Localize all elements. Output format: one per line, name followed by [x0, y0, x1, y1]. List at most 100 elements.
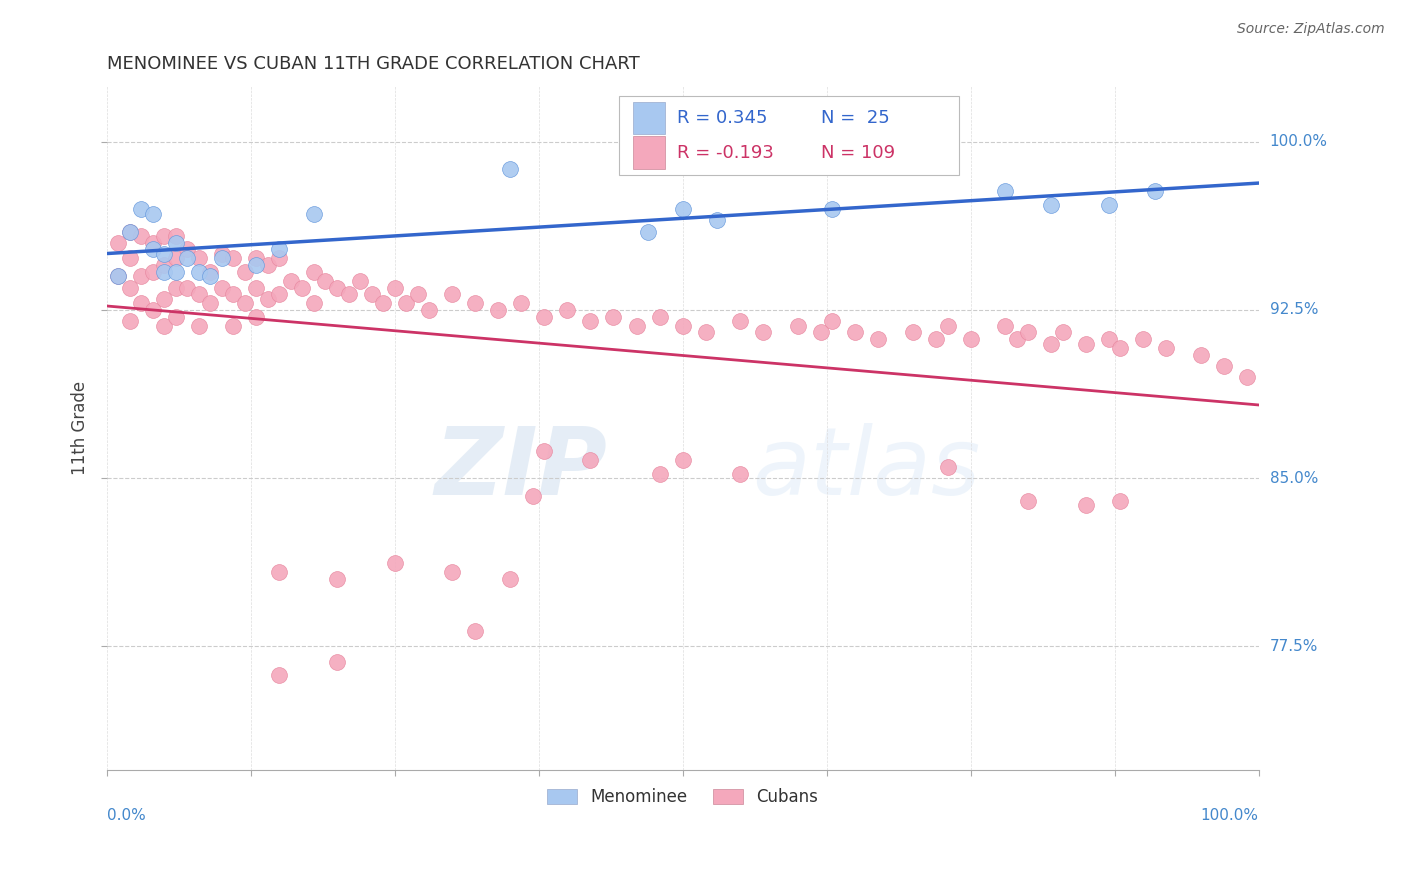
- Point: [1017, 493, 1039, 508]
- Point: [233, 296, 256, 310]
- Point: [1017, 326, 1039, 340]
- Point: [936, 459, 959, 474]
- Point: [269, 252, 291, 266]
- Point: [936, 318, 959, 333]
- Y-axis label: 11th Grade: 11th Grade: [72, 381, 89, 475]
- Point: [925, 332, 948, 346]
- Text: 0.0%: 0.0%: [107, 808, 145, 823]
- Point: [107, 235, 129, 250]
- Point: [165, 265, 187, 279]
- Point: [418, 303, 440, 318]
- Point: [464, 296, 486, 310]
- Point: [245, 258, 267, 272]
- Text: Source: ZipAtlas.com: Source: ZipAtlas.com: [1237, 22, 1385, 37]
- Point: [533, 310, 555, 324]
- Point: [486, 303, 509, 318]
- Point: [153, 229, 176, 244]
- Point: [706, 213, 728, 227]
- Point: [211, 280, 233, 294]
- Point: [200, 265, 222, 279]
- Point: [142, 243, 165, 257]
- Point: [314, 274, 336, 288]
- Text: N =  25: N = 25: [821, 109, 890, 127]
- Point: [118, 252, 141, 266]
- Point: [821, 314, 844, 328]
- Point: [1109, 341, 1132, 355]
- Point: [142, 235, 165, 250]
- Text: 85.0%: 85.0%: [1270, 471, 1317, 485]
- Point: [384, 280, 406, 294]
- Point: [245, 280, 267, 294]
- Point: [384, 557, 406, 571]
- Point: [337, 287, 360, 301]
- Point: [302, 296, 325, 310]
- Point: [360, 287, 382, 301]
- Point: [671, 202, 693, 216]
- Point: [269, 243, 291, 257]
- Point: [302, 265, 325, 279]
- Point: [533, 444, 555, 458]
- Point: [280, 274, 302, 288]
- Text: 100.0%: 100.0%: [1270, 135, 1327, 149]
- Point: [901, 326, 924, 340]
- Point: [1040, 197, 1063, 211]
- Point: [153, 247, 176, 261]
- Point: [233, 265, 256, 279]
- Point: [810, 326, 832, 340]
- Text: 77.5%: 77.5%: [1270, 639, 1317, 654]
- Point: [211, 252, 233, 266]
- Point: [441, 287, 464, 301]
- Point: [1098, 197, 1121, 211]
- Point: [464, 624, 486, 638]
- Point: [245, 252, 267, 266]
- Point: [626, 318, 648, 333]
- Point: [994, 184, 1017, 198]
- Text: N = 109: N = 109: [821, 144, 896, 161]
- Text: R = 0.345: R = 0.345: [676, 109, 768, 127]
- Point: [129, 269, 152, 284]
- Point: [153, 265, 176, 279]
- Point: [1074, 336, 1097, 351]
- Point: [786, 318, 808, 333]
- Point: [222, 318, 245, 333]
- Text: R = -0.193: R = -0.193: [676, 144, 773, 161]
- Point: [752, 326, 775, 340]
- Point: [1143, 184, 1166, 198]
- Point: [1213, 359, 1236, 373]
- Point: [165, 310, 187, 324]
- Point: [165, 229, 187, 244]
- Text: 100.0%: 100.0%: [1201, 808, 1258, 823]
- Point: [395, 296, 418, 310]
- Point: [441, 566, 464, 580]
- Point: [1236, 370, 1258, 384]
- Text: atlas: atlas: [752, 423, 980, 514]
- Point: [269, 566, 291, 580]
- Point: [1109, 493, 1132, 508]
- Point: [648, 467, 671, 481]
- Point: [406, 287, 429, 301]
- Point: [176, 243, 198, 257]
- Point: [187, 318, 209, 333]
- Point: [821, 202, 844, 216]
- Point: [499, 572, 522, 586]
- Point: [129, 202, 152, 216]
- FancyBboxPatch shape: [633, 136, 665, 169]
- Point: [187, 265, 209, 279]
- Point: [557, 303, 579, 318]
- Point: [153, 258, 176, 272]
- Point: [1074, 498, 1097, 512]
- Point: [118, 314, 141, 328]
- Point: [868, 332, 890, 346]
- Point: [1156, 341, 1178, 355]
- Point: [222, 287, 245, 301]
- FancyBboxPatch shape: [619, 96, 959, 175]
- Point: [107, 269, 129, 284]
- Point: [510, 296, 533, 310]
- Point: [211, 247, 233, 261]
- Point: [637, 225, 659, 239]
- Point: [165, 235, 187, 250]
- Text: MENOMINEE VS CUBAN 11TH GRADE CORRELATION CHART: MENOMINEE VS CUBAN 11TH GRADE CORRELATIO…: [107, 55, 640, 73]
- Point: [118, 225, 141, 239]
- Point: [257, 292, 280, 306]
- Point: [728, 314, 751, 328]
